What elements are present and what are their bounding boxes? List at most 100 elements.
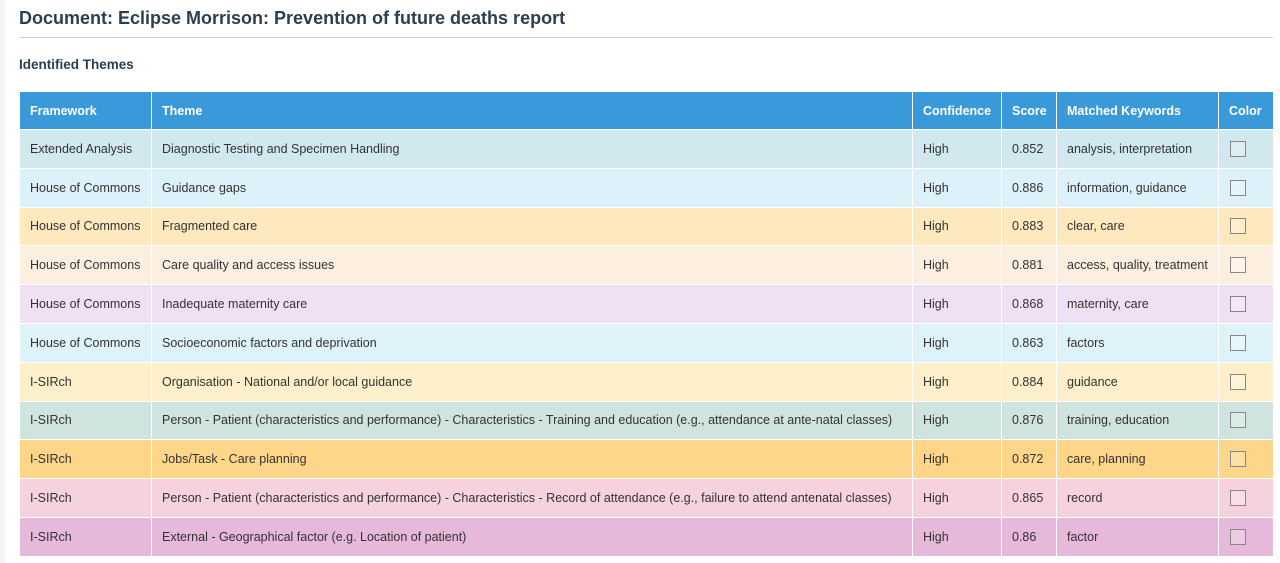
table-row: House of Commons Socioeconomic factors an… <box>19 322 1274 363</box>
matched-keywords-cell: record <box>1056 478 1219 518</box>
score-cell: 0.876 <box>1001 400 1057 441</box>
color-swatch-checkbox[interactable] <box>1230 296 1246 313</box>
theme-cell: Person - Patient (characteristics and pe… <box>151 400 913 441</box>
framework-cell: Extended Analysis <box>19 129 152 169</box>
color-cell <box>1218 400 1274 441</box>
confidence-cell: High <box>912 167 1002 208</box>
theme-cell: Jobs/Task - Care planning <box>151 439 913 480</box>
color-swatch-checkbox[interactable] <box>1230 334 1246 351</box>
color-swatch-checkbox[interactable] <box>1230 373 1246 390</box>
color-cell <box>1218 245 1274 286</box>
confidence-cell: High <box>912 322 1002 363</box>
theme-cell: Inadequate maternity care <box>151 284 913 324</box>
table-header-row: Framework Theme Confidence Score Matched… <box>19 91 1274 130</box>
table-row: House of Commons Fragmented care High 0.883… <box>19 206 1274 247</box>
table-row: I-SIRch Person - Patient (characteristics… <box>19 400 1274 441</box>
confidence-cell: High <box>912 478 1002 518</box>
score-cell: 0.865 <box>1001 478 1057 518</box>
confidence-cell: High <box>912 400 1002 441</box>
framework-cell: I-SIRch <box>19 478 152 518</box>
color-swatch-checkbox[interactable] <box>1230 528 1246 545</box>
theme-cell: Guidance gaps <box>151 167 913 208</box>
page-title: Document: Eclipse Morrison: Prevention o… <box>19 8 566 28</box>
color-cell <box>1218 361 1274 402</box>
framework-cell: I-SIRch <box>19 361 152 402</box>
matched-keywords-cell: maternity, care <box>1056 284 1219 324</box>
theme-cell: Person - Patient (characteristics and pe… <box>151 478 913 518</box>
matched-keywords-cell: training, education <box>1056 400 1219 441</box>
matched-keywords-cell: clear, care <box>1056 206 1219 247</box>
color-cell <box>1218 129 1274 169</box>
table-row: Extended Analysis Diagnostic Testing and … <box>19 129 1274 169</box>
column-header-theme[interactable]: Theme <box>151 91 913 130</box>
color-swatch-checkbox[interactable] <box>1230 179 1246 196</box>
color-swatch-checkbox[interactable] <box>1230 257 1246 274</box>
color-swatch-checkbox[interactable] <box>1230 451 1246 468</box>
color-cell <box>1218 478 1274 518</box>
matched-keywords-cell: factors <box>1056 322 1219 363</box>
matched-keywords-cell: care, planning <box>1056 439 1219 480</box>
score-cell: 0.852 <box>1001 129 1057 169</box>
framework-cell: I-SIRch <box>19 516 152 557</box>
table-row: I-SIRch Jobs/Task - Care planning High 0.87… <box>19 439 1274 480</box>
theme-cell: Socioeconomic factors and deprivation <box>151 322 913 363</box>
score-cell: 0.863 <box>1001 322 1057 363</box>
framework-cell: House of Commons <box>19 245 152 286</box>
table-row: House of Commons Inadequate maternity car… <box>19 284 1274 324</box>
color-swatch-checkbox[interactable] <box>1230 140 1246 157</box>
score-cell: 0.872 <box>1001 439 1057 480</box>
color-cell <box>1218 439 1274 480</box>
matched-keywords-cell: factor <box>1056 516 1219 557</box>
table-row: I-SIRch Organisation - National and/or lo… <box>19 361 1274 402</box>
confidence-cell: High <box>912 284 1002 324</box>
color-cell <box>1218 516 1274 557</box>
table-row: House of Commons Guidance gaps High 0.886 in… <box>19 167 1274 208</box>
confidence-cell: High <box>912 245 1002 286</box>
table-body: Extended Analysis Diagnostic Testing and … <box>19 129 1274 557</box>
score-cell: 0.884 <box>1001 361 1057 402</box>
color-swatch-checkbox[interactable] <box>1230 412 1246 429</box>
table-row: I-SIRch External - Geographical factor (e… <box>19 516 1274 557</box>
theme-cell: Fragmented care <box>151 206 913 247</box>
framework-cell: I-SIRch <box>19 400 152 441</box>
color-cell <box>1218 322 1274 363</box>
table-row: House of Commons Care quality and access … <box>19 245 1274 286</box>
score-cell: 0.86 <box>1001 516 1057 557</box>
matched-keywords-cell: access, quality, treatment <box>1056 245 1219 286</box>
color-swatch-checkbox[interactable] <box>1230 218 1246 235</box>
left-rule <box>0 0 5 563</box>
column-header-score[interactable]: Score <box>1001 91 1057 130</box>
column-header-matched-keywords[interactable]: Matched Keywords <box>1056 91 1219 130</box>
framework-cell: House of Commons <box>19 284 152 324</box>
color-cell <box>1218 206 1274 247</box>
framework-cell: House of Commons <box>19 206 152 247</box>
matched-keywords-cell: information, guidance <box>1056 167 1219 208</box>
matched-keywords-cell: analysis, interpretation <box>1056 129 1219 169</box>
theme-cell: External - Geographical factor (e.g. Loc… <box>151 516 913 557</box>
score-cell: 0.881 <box>1001 245 1057 286</box>
confidence-cell: High <box>912 361 1002 402</box>
matched-keywords-cell: guidance <box>1056 361 1219 402</box>
table-row: I-SIRch Person - Patient (characteristics… <box>19 478 1274 518</box>
confidence-cell: High <box>912 516 1002 557</box>
themes-table: Framework Theme Confidence Score Matched… <box>19 91 1274 557</box>
column-header-color[interactable]: Color <box>1218 91 1274 130</box>
framework-cell: House of Commons <box>19 322 152 363</box>
color-swatch-checkbox[interactable] <box>1230 490 1246 507</box>
color-cell <box>1218 167 1274 208</box>
confidence-cell: High <box>912 206 1002 247</box>
column-header-framework[interactable]: Framework <box>19 91 152 130</box>
score-cell: 0.883 <box>1001 206 1057 247</box>
confidence-cell: High <box>912 439 1002 480</box>
confidence-cell: High <box>912 129 1002 169</box>
color-cell <box>1218 284 1274 324</box>
theme-cell: Care quality and access issues <box>151 245 913 286</box>
theme-cell: Diagnostic Testing and Specimen Handling <box>151 129 913 169</box>
framework-cell: House of Commons <box>19 167 152 208</box>
score-cell: 0.886 <box>1001 167 1057 208</box>
theme-cell: Organisation - National and/or local gui… <box>151 361 913 402</box>
column-header-confidence[interactable]: Confidence <box>912 91 1002 130</box>
score-cell: 0.868 <box>1001 284 1057 324</box>
section-title: Identified Themes <box>19 57 134 72</box>
framework-cell: I-SIRch <box>19 439 152 480</box>
